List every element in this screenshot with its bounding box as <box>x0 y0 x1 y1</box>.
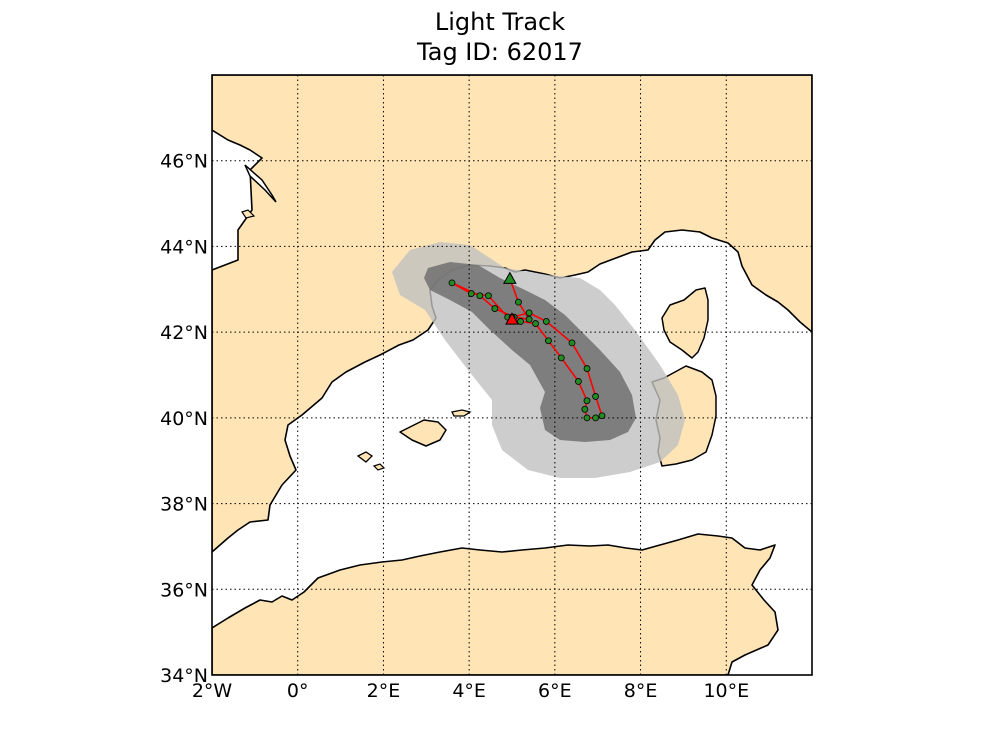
map-title: Light Track <box>434 8 566 36</box>
map-frame <box>211 74 813 676</box>
track-point <box>581 405 589 413</box>
land-oleron <box>241 209 256 219</box>
track-point <box>592 393 599 400</box>
lat-tick-label: 44°N <box>160 236 208 258</box>
lon-tick-label: 2°W <box>192 680 233 702</box>
inner-probability-region <box>424 262 636 442</box>
track-point <box>491 305 499 312</box>
track-point <box>525 315 533 323</box>
lat-tick-label: 34°N <box>160 665 208 687</box>
start-marker-green-triangle <box>503 271 517 284</box>
land-mallorca <box>399 419 447 447</box>
track-point <box>568 339 576 347</box>
track-point <box>592 414 599 422</box>
track-point <box>525 309 533 317</box>
land-ibiza <box>356 451 374 463</box>
track-point <box>485 292 492 300</box>
track-point <box>467 290 475 297</box>
track-point <box>517 318 524 325</box>
map-subtitle: Tag ID: 62017 <box>417 38 583 66</box>
lon-tick-label: 6°E <box>538 680 572 702</box>
track-point <box>583 365 591 372</box>
track-point <box>557 354 565 362</box>
lat-tick-label: 46°N <box>160 151 208 173</box>
track-point <box>542 318 550 325</box>
track-point <box>448 279 456 287</box>
lat-tick-label: 36°N <box>160 579 208 601</box>
track-point <box>545 337 552 345</box>
land-gironde <box>244 164 277 203</box>
lon-tick-label: 0° <box>287 680 309 702</box>
land-corsica <box>661 287 709 359</box>
graticule <box>212 75 812 675</box>
lon-tick-label: 8°E <box>624 680 658 702</box>
track-point <box>515 298 522 306</box>
lat-tick-label: 42°N <box>160 322 208 344</box>
end-marker-red-triangle <box>505 312 519 325</box>
land-menorca <box>451 409 472 417</box>
lat-tick-label: 40°N <box>160 408 208 430</box>
track-point <box>583 414 591 422</box>
track-point <box>532 320 539 327</box>
track-point <box>575 378 582 385</box>
lat-tick-label: 38°N <box>160 494 208 516</box>
land-formentera <box>372 463 386 471</box>
lon-tick-label: 10°E <box>703 680 749 702</box>
axis-tick-labels: 2°W 0° 2°E 4°E 6°E 8°E 10°E 34°N 36°N 38°N 40°N 42°… <box>160 151 749 702</box>
track-point <box>476 292 484 300</box>
lon-tick-label: 2°E <box>367 680 401 702</box>
lon-tick-label: 4°E <box>452 680 486 702</box>
land-africa <box>212 533 779 675</box>
track-point <box>583 397 591 405</box>
track-point <box>598 412 606 420</box>
